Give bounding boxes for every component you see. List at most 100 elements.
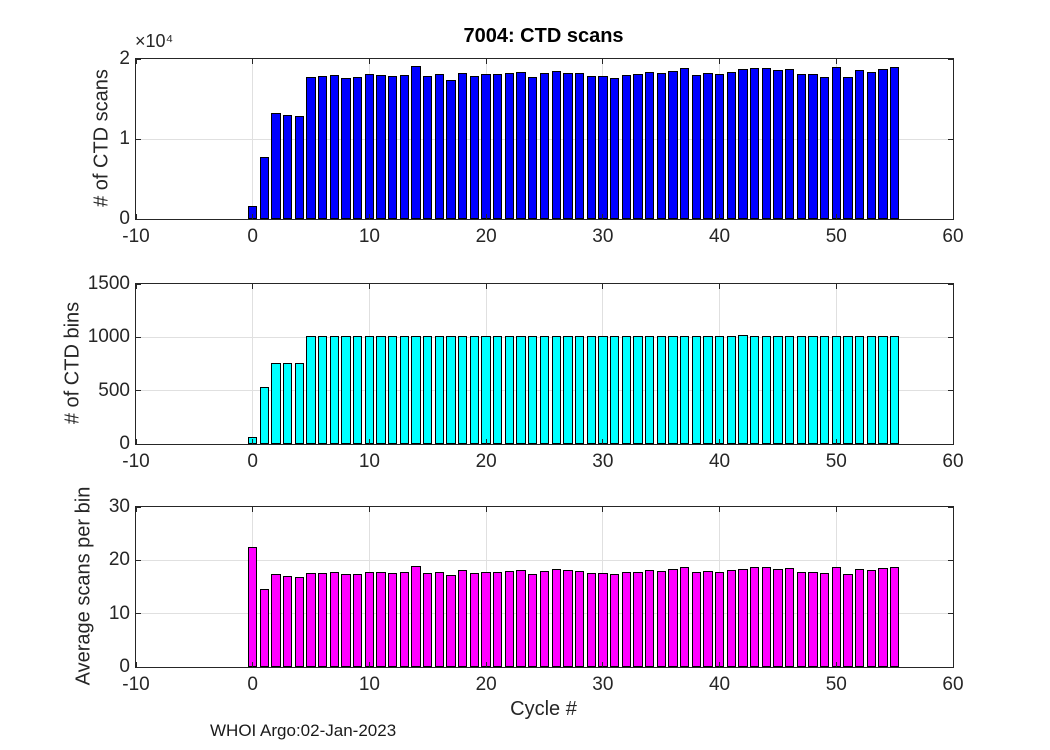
x-tick-mark — [135, 662, 137, 667]
bar-cycle-19 — [469, 336, 480, 444]
y-axis-label-avg-scans: Average scans per bin — [72, 486, 95, 686]
y-tick-mark — [136, 506, 141, 508]
bar-cycle-34 — [644, 71, 655, 219]
bar-cycle-26 — [551, 71, 561, 219]
y-tick-label: 0 — [119, 433, 130, 454]
bar-cycle-17 — [446, 575, 456, 667]
bar-cycle-16 — [434, 74, 445, 219]
bar-cycle-54 — [878, 69, 888, 219]
bar-cycle-40 — [714, 74, 725, 219]
footer-annotation: WHOI Argo:02-Jan-2023 — [210, 721, 397, 740]
bar-cycle-48 — [808, 571, 818, 667]
x-tick-mark — [368, 439, 370, 444]
x-tick-label: 0 — [247, 674, 258, 695]
bar-cycle-49 — [819, 76, 830, 219]
x-tick-mark — [952, 662, 954, 667]
bar-cycle-6 — [318, 572, 328, 667]
x-tick-mark — [835, 214, 837, 219]
bar-cycle-34 — [644, 569, 655, 667]
bar-cycle-45 — [773, 568, 783, 667]
bar-cycle-17 — [446, 79, 456, 219]
x-tick-mark — [719, 214, 721, 219]
bar-cycle-29 — [586, 336, 596, 444]
x-tick-mark — [368, 214, 370, 219]
x-tick-label: 50 — [825, 674, 847, 695]
bar-cycle-45 — [773, 70, 783, 219]
bar-cycle-28 — [574, 336, 585, 444]
y-tick-mark — [136, 613, 141, 615]
y-gridline — [136, 559, 953, 561]
bar-cycle-47 — [796, 74, 806, 219]
bar-cycle-33 — [633, 336, 643, 444]
bar-cycle-25 — [539, 73, 550, 219]
bar-cycle-43 — [749, 567, 760, 667]
bar-cycle-26 — [551, 336, 561, 444]
bar-cycle-5 — [306, 76, 316, 219]
bar-cycle-53 — [866, 336, 876, 444]
x-tick-mark — [602, 507, 604, 512]
bar-cycle-12 — [388, 572, 398, 667]
bar-cycle-3 — [283, 115, 293, 219]
x-tick-mark — [485, 59, 487, 64]
x-tick-label: -10 — [122, 451, 150, 472]
bar-cycle-43 — [749, 336, 760, 444]
bar-cycle-49 — [819, 573, 830, 667]
x-tick-mark — [252, 662, 254, 667]
bar-cycle-51 — [843, 336, 853, 444]
x-tick-mark — [835, 662, 837, 667]
x-tick-label: 10 — [358, 226, 380, 247]
x-tick-mark — [485, 214, 487, 219]
bar-cycle-21 — [493, 336, 503, 444]
x-tick-label: 30 — [592, 674, 614, 695]
bar-cycle-13 — [399, 572, 410, 667]
x-tick-mark — [835, 439, 837, 444]
bar-cycle-41 — [726, 71, 736, 219]
bar-cycle-31 — [609, 574, 620, 667]
bar-cycle-27 — [563, 336, 573, 444]
bar-cycle-40 — [714, 571, 725, 667]
x-tick-mark — [952, 59, 954, 64]
bar-cycle-18 — [458, 570, 468, 667]
x-tick-label: 30 — [592, 451, 614, 472]
bar-cycle-41 — [726, 569, 736, 667]
bar-cycle-22 — [504, 571, 515, 667]
x-tick-label: 0 — [247, 451, 258, 472]
x-tick-mark — [252, 507, 254, 512]
y-tick-mark — [136, 559, 141, 561]
x-tick-mark — [719, 439, 721, 444]
bar-cycle-49 — [819, 336, 830, 444]
x-tick-mark — [719, 59, 721, 64]
chart-title: 7004: CTD scans — [463, 25, 624, 47]
x-tick-label: 0 — [247, 226, 258, 247]
bar-cycle-44 — [761, 336, 771, 444]
bar-cycle-39 — [703, 571, 713, 667]
x-tick-mark — [952, 439, 954, 444]
y-tick-mark — [948, 613, 953, 615]
y-tick-mark — [136, 283, 141, 285]
bar-cycle-50 — [831, 336, 841, 444]
y-tick-mark — [948, 559, 953, 561]
x-tick-label: -10 — [122, 674, 150, 695]
bar-cycle-4 — [294, 576, 305, 667]
x-tick-label: 40 — [708, 226, 731, 247]
bar-cycle-39 — [703, 73, 713, 219]
y-axis-label-ctd-bins: # of CTD bins — [61, 301, 84, 425]
bar-cycle-55 — [889, 566, 900, 667]
x-tick-label: 40 — [708, 674, 731, 695]
bar-cycle-11 — [376, 75, 386, 219]
bar-cycle-7 — [329, 75, 340, 219]
bar-cycle-43 — [749, 67, 760, 219]
x-tick-label: 20 — [475, 226, 497, 247]
bar-cycle-19 — [469, 572, 480, 667]
y-tick-mark — [948, 666, 953, 668]
bar-cycle-36 — [668, 569, 678, 667]
bar-cycle-9 — [353, 77, 363, 219]
x-tick-mark — [952, 284, 954, 289]
bar-cycle-22 — [504, 73, 515, 219]
y-tick-label: 20 — [108, 549, 130, 571]
bar-cycle-47 — [796, 336, 806, 444]
bar-cycle-26 — [551, 569, 561, 667]
bar-cycle-37 — [679, 336, 690, 444]
bar-cycle-24 — [528, 573, 538, 667]
y-tick-mark — [136, 138, 141, 140]
